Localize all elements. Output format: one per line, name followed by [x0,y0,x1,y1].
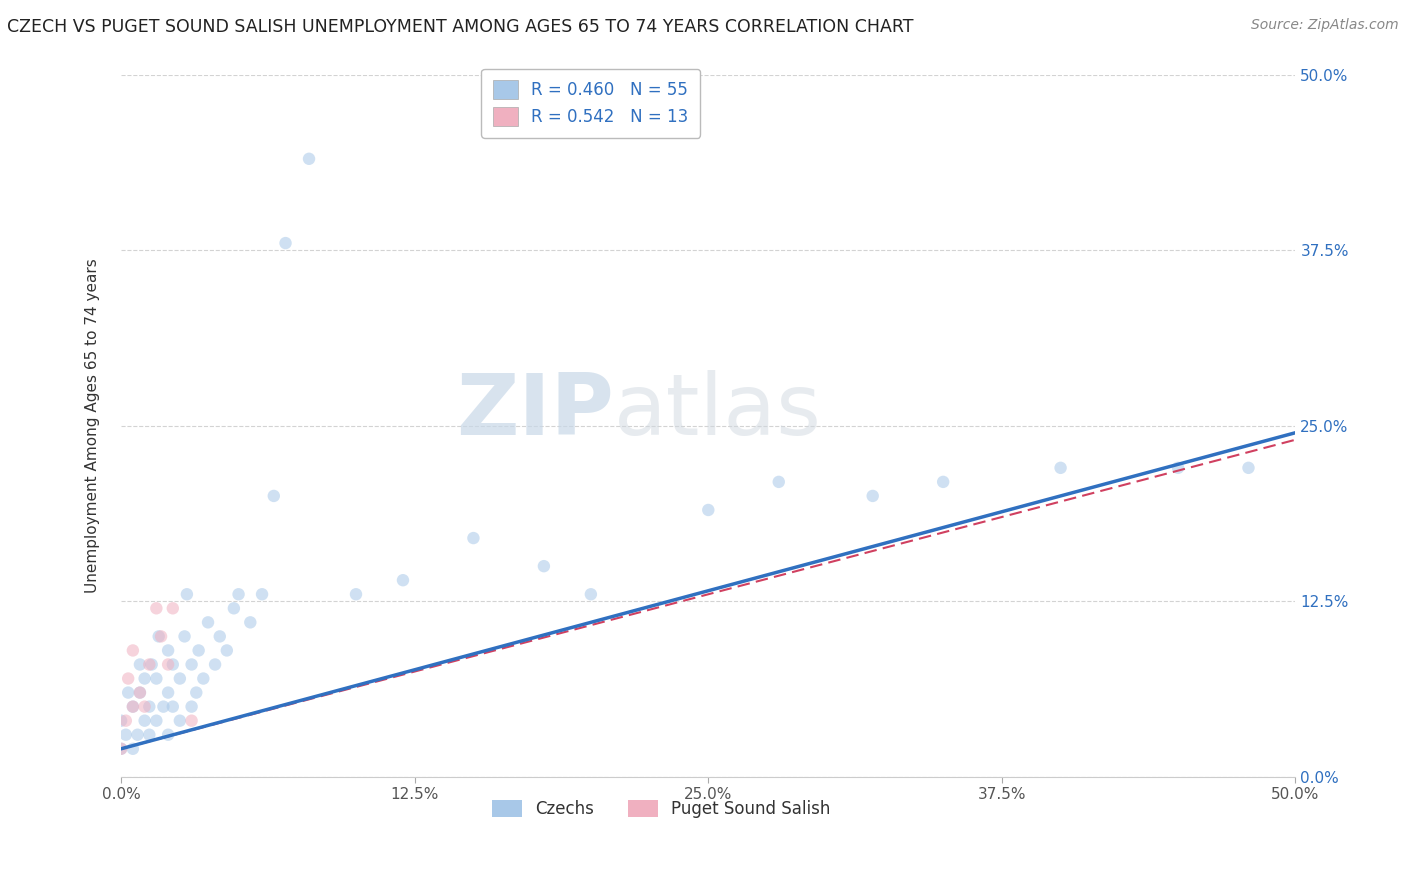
Point [768,475,790,489]
Point [176,587,198,601]
Point [250,587,273,601]
Point [122,741,145,756]
Point [298,152,321,166]
Point [134,672,156,686]
Point [579,587,602,601]
Point [157,643,180,657]
Point [1049,460,1071,475]
Point [138,657,160,672]
Point [274,236,297,251]
Point [173,629,195,643]
Point [533,559,555,574]
Point [169,714,191,728]
Point [117,685,139,699]
Point [134,714,156,728]
Point [114,728,136,742]
Point [162,657,184,672]
Point [157,728,180,742]
Point [187,643,209,657]
Point [344,587,367,601]
Point [148,629,170,643]
Point [134,699,156,714]
Legend: Czechs, Puget Sound Salish: Czechs, Puget Sound Salish [485,793,837,825]
Point [263,489,285,503]
Point [129,657,152,672]
Point [110,741,132,756]
Point [222,601,245,615]
Point [204,657,226,672]
Text: atlas: atlas [614,370,823,453]
Y-axis label: Unemployment Among Ages 65 to 74 years: Unemployment Among Ages 65 to 74 years [86,259,100,593]
Point [697,503,720,517]
Point [208,629,231,643]
Point [392,573,415,587]
Point [1167,460,1189,475]
Point [193,672,215,686]
Point [129,685,152,699]
Text: CZECH VS PUGET SOUND SALISH UNEMPLOYMENT AMONG AGES 65 TO 74 YEARS CORRELATION C: CZECH VS PUGET SOUND SALISH UNEMPLOYMENT… [7,18,914,36]
Point [150,629,173,643]
Point [932,475,955,489]
Point [228,587,250,601]
Point [122,699,145,714]
Point [127,728,149,742]
Point [141,657,163,672]
Point [169,672,191,686]
Point [145,601,167,615]
Point [122,643,145,657]
Text: Source: ZipAtlas.com: Source: ZipAtlas.com [1251,18,1399,32]
Point [129,685,152,699]
Point [157,685,180,699]
Point [110,741,132,756]
Point [1237,460,1260,475]
Point [138,699,160,714]
Point [145,672,167,686]
Point [157,657,180,672]
Point [117,672,139,686]
Point [215,643,238,657]
Point [463,531,485,545]
Point [122,699,145,714]
Point [162,699,184,714]
Point [239,615,262,630]
Point [152,699,174,714]
Point [197,615,219,630]
Point [110,714,132,728]
Point [180,714,202,728]
Point [145,714,167,728]
Point [162,601,184,615]
Point [862,489,884,503]
Text: ZIP: ZIP [457,370,614,453]
Point [186,685,208,699]
Point [138,728,160,742]
Point [180,657,202,672]
Point [180,699,202,714]
Point [114,714,136,728]
